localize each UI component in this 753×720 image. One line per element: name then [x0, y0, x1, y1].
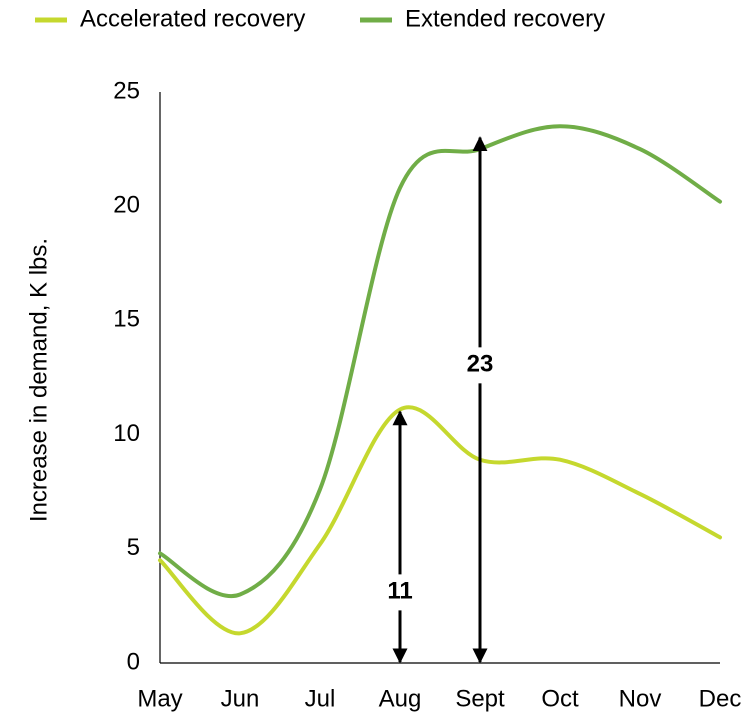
legend-label: Accelerated recovery [80, 5, 305, 32]
y-tick-label: 20 [113, 192, 140, 219]
x-tick-label: May [137, 685, 182, 712]
y-tick-label: 10 [113, 420, 140, 447]
x-tick-label: Aug [379, 685, 422, 712]
line [158, 124, 722, 599]
y-tick-label: 15 [113, 306, 140, 333]
line [158, 405, 722, 636]
y-tick-label: 25 [113, 77, 140, 104]
y-tick-label: 0 [127, 648, 140, 675]
legend-label: Extended recovery [405, 5, 605, 32]
y-tick-label: 5 [127, 534, 140, 561]
annotation-bg [458, 347, 502, 384]
x-tick-label: Jul [305, 685, 336, 712]
annotation-label: 23 [467, 351, 494, 378]
x-tick-label: Oct [541, 685, 579, 712]
x-tick-label: Sept [455, 685, 505, 712]
x-tick-label: Jun [221, 685, 260, 712]
x-tick-label: Dec [699, 685, 742, 712]
x-tick-label: Nov [619, 685, 662, 712]
annotation-label: 11 [387, 578, 412, 605]
annotation-bg [378, 574, 422, 611]
y-axis-label: Increase in demand, K lbs. [25, 238, 52, 522]
